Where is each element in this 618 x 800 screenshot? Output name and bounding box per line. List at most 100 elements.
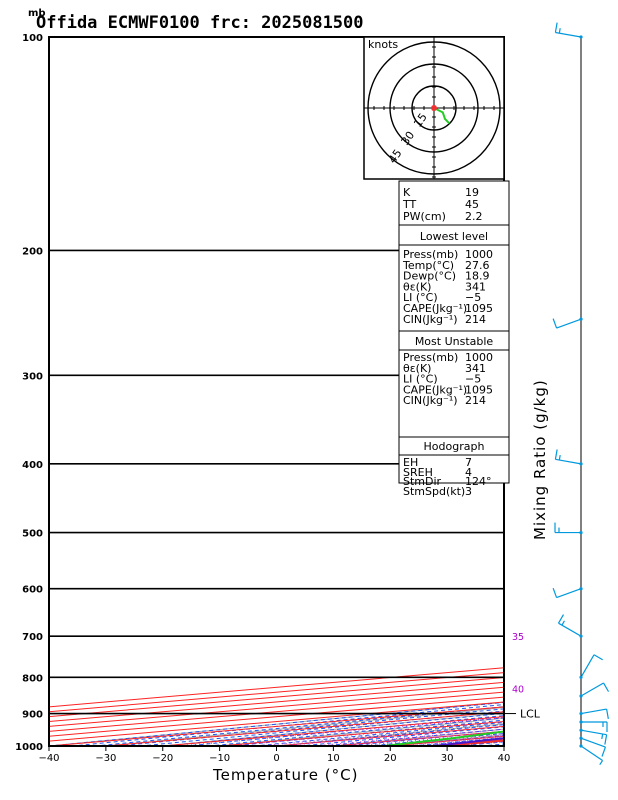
wind-barb-flag <box>604 734 608 745</box>
table-value: 341 <box>465 362 486 375</box>
table-label: CIN(Jkg⁻¹) <box>403 313 458 326</box>
table-label: Dewp(°C) <box>403 270 456 283</box>
table-value: −5 <box>465 291 481 304</box>
wind-barb-flag <box>601 746 606 757</box>
dry-adiabat <box>49 701 504 746</box>
temperature-tick: 40 <box>498 753 511 764</box>
isotherm <box>49 701 504 742</box>
most-unstable-heading: Most Unstable <box>415 335 494 348</box>
table-label: K <box>403 186 411 199</box>
isotherm <box>49 672 504 713</box>
side-label: 40 <box>512 685 524 696</box>
table-value: 1095 <box>465 383 493 396</box>
wind-barb-shaft <box>580 745 603 762</box>
wind-barb-station <box>579 711 583 716</box>
temperature-tick: 30 <box>441 753 454 764</box>
y-axis-label-right: Mixing Ratio (g/kg) <box>531 379 549 540</box>
pressure-tick: 500 <box>22 529 43 540</box>
table-value: 27.6 <box>465 259 490 272</box>
wind-barb-shaft <box>580 708 607 715</box>
wind-barb-flag <box>606 708 609 719</box>
wind-barb-station <box>579 675 583 679</box>
table-value: 1000 <box>465 248 493 261</box>
table-value: 214 <box>465 394 486 407</box>
indices-tables: K 19 TT 45 PW(cm) 2.2 Lowest level Press(mb) 100… <box>398 180 510 498</box>
dry-adiabat <box>157 712 504 746</box>
wind-barb <box>579 682 610 698</box>
table-value: 1000 <box>465 351 493 364</box>
table-label: SREH <box>403 466 433 479</box>
table-label: StmSpd(kt) <box>403 485 465 498</box>
temperature-tick: 20 <box>384 753 397 764</box>
wind-barb <box>552 317 583 329</box>
wind-barb <box>552 587 583 599</box>
table-value: 124° <box>465 475 492 488</box>
dry-adiabat <box>585 37 618 761</box>
wind-barb <box>554 522 583 535</box>
hodograph-ring <box>389 63 479 153</box>
wind-barb-station <box>579 35 583 39</box>
temperature-tick: −30 <box>95 753 116 764</box>
wind-barb-flag <box>552 318 558 329</box>
table-value: 45 <box>465 198 479 211</box>
wind-barb-shaft <box>580 737 606 748</box>
pressure-axis: 100 200 300 400 500 600 700 800 900 1000 <box>15 33 43 753</box>
wind-barb-flag <box>561 620 565 626</box>
wind-barb-flag <box>599 760 604 766</box>
wind-barb <box>579 708 609 719</box>
wind-barb <box>579 654 603 679</box>
mixing-ratio-line <box>279 725 504 746</box>
hodograph-origin <box>431 105 437 111</box>
wind-barb-flag <box>554 449 558 460</box>
wind-barb-station <box>579 736 583 740</box>
table-label: CAPE(Jkg⁻¹) <box>403 383 467 396</box>
table-label: CIN(Jkg⁻¹) <box>403 394 458 407</box>
table-value: 341 <box>465 280 486 293</box>
moist-adiabat <box>503 745 504 746</box>
isotherm <box>49 667 504 708</box>
table-value: −5 <box>465 373 481 386</box>
side-label: 35 <box>512 632 524 643</box>
wind-barbs <box>552 22 610 766</box>
hodograph-trace <box>433 107 451 125</box>
wind-barb-station <box>579 694 583 698</box>
pressure-tick: 100 <box>22 33 43 44</box>
temperature-tick: −40 <box>38 753 59 764</box>
table-value: 214 <box>465 313 486 326</box>
table-value: 18.9 <box>465 270 490 283</box>
wind-barb <box>579 744 604 766</box>
mixing-ratio-line <box>227 721 504 746</box>
temperature-axis: −40 −30 −20 −10 0 10 20 30 40 <box>38 746 510 764</box>
wind-barb-flag <box>558 28 561 34</box>
table-label: Press(mb) <box>403 248 458 261</box>
wind-barb-station <box>579 587 583 591</box>
pressure-tick: 1000 <box>15 742 43 753</box>
chart-title: Offida ECMWF0100 frc: 2025081500 <box>36 13 364 33</box>
wind-barb-flag <box>601 733 604 740</box>
lowest-level-box <box>398 224 510 332</box>
hodograph-ring <box>367 41 501 175</box>
temperature-tick: −20 <box>152 753 173 764</box>
temperature-tick: −10 <box>209 753 230 764</box>
mixing-ratio-labels: 35 40 <box>512 632 524 695</box>
wind-barb-flag <box>552 587 558 598</box>
wind-barb-station <box>579 462 583 466</box>
moist-adiabat <box>162 712 504 746</box>
wind-barb-station <box>579 728 583 732</box>
hodograph-table-heading: Hodograph <box>424 440 485 453</box>
background-lines <box>49 37 618 761</box>
wind-barb <box>554 22 583 39</box>
table-label: θε(K) <box>403 362 431 375</box>
table-label: LI (°C) <box>403 291 438 304</box>
table-label: EH <box>403 456 418 469</box>
table-value: 7 <box>465 456 472 469</box>
pressure-tick: 900 <box>22 710 43 721</box>
wind-barb <box>579 720 608 732</box>
isotherm <box>49 696 504 737</box>
table-value: 1095 <box>465 302 493 315</box>
table-label: LI (°C) <box>403 373 438 386</box>
pressure-tick: 200 <box>22 246 43 257</box>
wind-barb-shaft <box>556 318 582 329</box>
